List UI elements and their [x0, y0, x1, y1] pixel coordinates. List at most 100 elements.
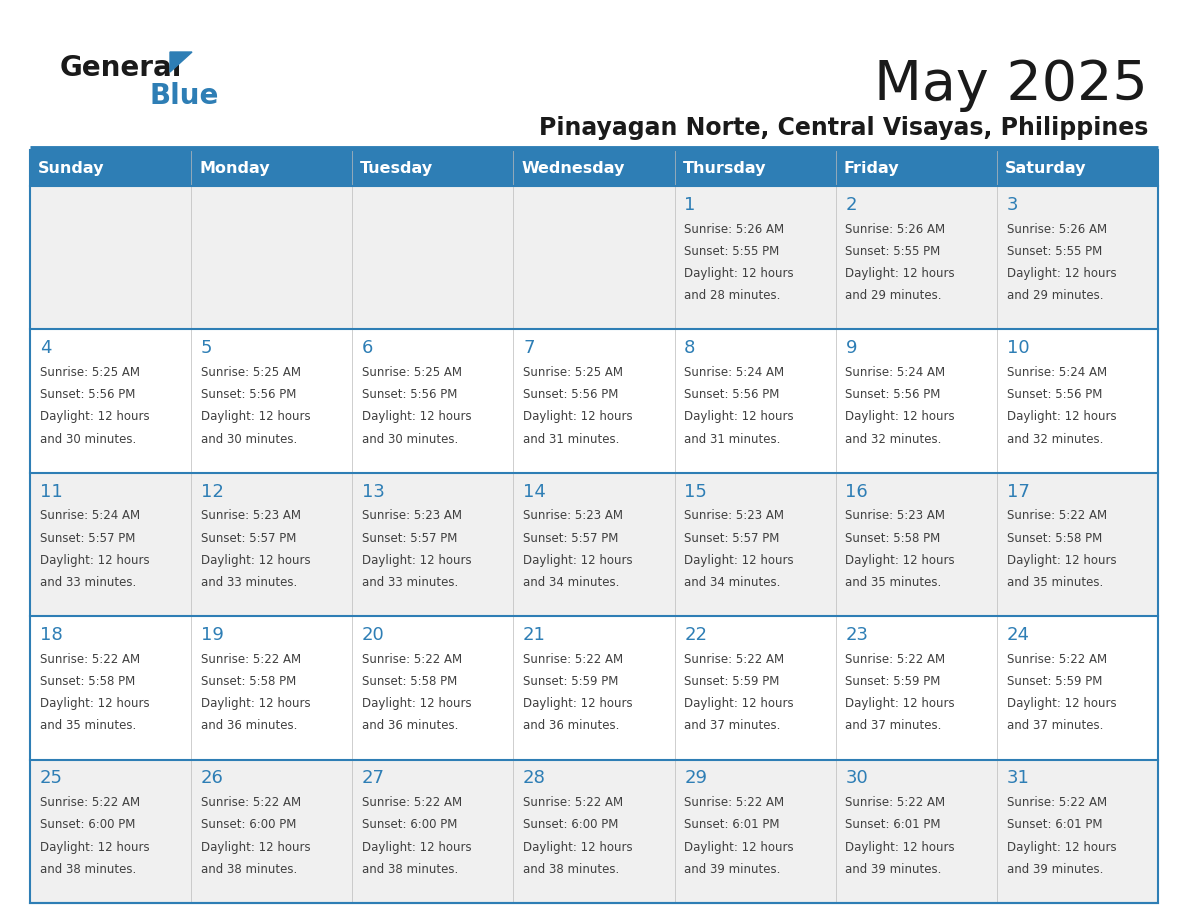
- Text: Sunrise: 5:22 AM: Sunrise: 5:22 AM: [846, 653, 946, 666]
- Text: 27: 27: [362, 769, 385, 788]
- Text: Sunrise: 5:23 AM: Sunrise: 5:23 AM: [201, 509, 301, 522]
- Text: Daylight: 12 hours: Daylight: 12 hours: [201, 697, 310, 711]
- Text: Sunrise: 5:23 AM: Sunrise: 5:23 AM: [846, 509, 946, 522]
- Text: and 36 minutes.: and 36 minutes.: [201, 720, 297, 733]
- Text: Sunrise: 5:25 AM: Sunrise: 5:25 AM: [523, 366, 623, 379]
- Text: Daylight: 12 hours: Daylight: 12 hours: [523, 554, 633, 566]
- Text: Daylight: 12 hours: Daylight: 12 hours: [39, 841, 150, 854]
- Text: Sunrise: 5:24 AM: Sunrise: 5:24 AM: [39, 509, 140, 522]
- Text: 18: 18: [39, 626, 63, 644]
- Text: and 37 minutes.: and 37 minutes.: [1006, 720, 1102, 733]
- Text: Wednesday: Wednesday: [522, 161, 625, 175]
- Text: Sunrise: 5:22 AM: Sunrise: 5:22 AM: [684, 796, 784, 809]
- Text: and 38 minutes.: and 38 minutes.: [523, 863, 619, 876]
- Text: Daylight: 12 hours: Daylight: 12 hours: [1006, 554, 1117, 566]
- Text: Sunset: 5:59 PM: Sunset: 5:59 PM: [1006, 675, 1102, 688]
- Text: Sunday: Sunday: [38, 161, 105, 175]
- Text: and 37 minutes.: and 37 minutes.: [846, 720, 942, 733]
- Text: and 31 minutes.: and 31 minutes.: [523, 432, 619, 445]
- Text: Sunset: 5:57 PM: Sunset: 5:57 PM: [362, 532, 457, 544]
- Text: Sunset: 5:56 PM: Sunset: 5:56 PM: [1006, 388, 1102, 401]
- Text: 12: 12: [201, 483, 223, 500]
- Text: Daylight: 12 hours: Daylight: 12 hours: [1006, 410, 1117, 423]
- Text: Sunrise: 5:26 AM: Sunrise: 5:26 AM: [846, 222, 946, 236]
- Text: and 32 minutes.: and 32 minutes.: [1006, 432, 1102, 445]
- Text: Daylight: 12 hours: Daylight: 12 hours: [846, 697, 955, 711]
- Text: Sunset: 5:57 PM: Sunset: 5:57 PM: [39, 532, 135, 544]
- Text: Sunset: 5:57 PM: Sunset: 5:57 PM: [201, 532, 296, 544]
- Text: Sunrise: 5:22 AM: Sunrise: 5:22 AM: [523, 653, 624, 666]
- Text: Sunrise: 5:22 AM: Sunrise: 5:22 AM: [362, 796, 462, 809]
- Text: and 33 minutes.: and 33 minutes.: [362, 577, 459, 589]
- Text: Sunset: 5:58 PM: Sunset: 5:58 PM: [39, 675, 135, 688]
- Text: and 28 minutes.: and 28 minutes.: [684, 289, 781, 302]
- Text: and 32 minutes.: and 32 minutes.: [846, 432, 942, 445]
- Text: Sunset: 6:00 PM: Sunset: 6:00 PM: [201, 818, 296, 832]
- Text: 19: 19: [201, 626, 223, 644]
- Text: and 39 minutes.: and 39 minutes.: [1006, 863, 1102, 876]
- Text: Sunrise: 5:22 AM: Sunrise: 5:22 AM: [846, 796, 946, 809]
- Bar: [30, 616, 1158, 759]
- Text: and 36 minutes.: and 36 minutes.: [523, 720, 619, 733]
- Text: 22: 22: [684, 626, 707, 644]
- Text: Sunset: 5:57 PM: Sunset: 5:57 PM: [684, 532, 779, 544]
- Text: and 35 minutes.: and 35 minutes.: [1006, 577, 1102, 589]
- Text: 2: 2: [846, 196, 857, 214]
- Bar: [30, 150, 1158, 186]
- Text: and 35 minutes.: and 35 minutes.: [846, 577, 942, 589]
- Bar: [30, 186, 1158, 330]
- Text: Daylight: 12 hours: Daylight: 12 hours: [684, 554, 794, 566]
- Text: and 37 minutes.: and 37 minutes.: [684, 720, 781, 733]
- Text: 17: 17: [1006, 483, 1029, 500]
- Text: Sunset: 5:55 PM: Sunset: 5:55 PM: [846, 245, 941, 258]
- Text: Sunrise: 5:22 AM: Sunrise: 5:22 AM: [684, 653, 784, 666]
- Text: 14: 14: [523, 483, 546, 500]
- Text: Sunrise: 5:26 AM: Sunrise: 5:26 AM: [684, 222, 784, 236]
- Text: 9: 9: [846, 340, 857, 357]
- Text: Sunrise: 5:24 AM: Sunrise: 5:24 AM: [684, 366, 784, 379]
- Text: Sunrise: 5:22 AM: Sunrise: 5:22 AM: [201, 796, 301, 809]
- Text: Daylight: 12 hours: Daylight: 12 hours: [201, 554, 310, 566]
- Text: Sunrise: 5:25 AM: Sunrise: 5:25 AM: [39, 366, 140, 379]
- Text: Sunset: 5:56 PM: Sunset: 5:56 PM: [39, 388, 135, 401]
- Bar: [30, 759, 1158, 903]
- Text: Sunrise: 5:24 AM: Sunrise: 5:24 AM: [846, 366, 946, 379]
- Text: Sunset: 5:56 PM: Sunset: 5:56 PM: [846, 388, 941, 401]
- Text: 23: 23: [846, 626, 868, 644]
- Text: Sunset: 5:58 PM: Sunset: 5:58 PM: [201, 675, 296, 688]
- Text: Daylight: 12 hours: Daylight: 12 hours: [523, 841, 633, 854]
- Text: General: General: [61, 54, 183, 82]
- Text: and 29 minutes.: and 29 minutes.: [1006, 289, 1102, 302]
- Text: Daylight: 12 hours: Daylight: 12 hours: [846, 841, 955, 854]
- Text: Sunrise: 5:23 AM: Sunrise: 5:23 AM: [523, 509, 623, 522]
- Text: Sunset: 5:55 PM: Sunset: 5:55 PM: [684, 245, 779, 258]
- Text: Daylight: 12 hours: Daylight: 12 hours: [684, 267, 794, 280]
- Text: 15: 15: [684, 483, 707, 500]
- Text: 25: 25: [39, 769, 63, 788]
- Text: Thursday: Thursday: [683, 161, 766, 175]
- Text: Sunrise: 5:22 AM: Sunrise: 5:22 AM: [1006, 796, 1107, 809]
- Text: Pinayagan Norte, Central Visayas, Philippines: Pinayagan Norte, Central Visayas, Philip…: [538, 116, 1148, 140]
- Text: and 35 minutes.: and 35 minutes.: [39, 720, 135, 733]
- Text: Daylight: 12 hours: Daylight: 12 hours: [1006, 697, 1117, 711]
- Text: Friday: Friday: [843, 161, 899, 175]
- Text: and 29 minutes.: and 29 minutes.: [846, 289, 942, 302]
- Text: Daylight: 12 hours: Daylight: 12 hours: [846, 410, 955, 423]
- Text: Sunset: 5:59 PM: Sunset: 5:59 PM: [523, 675, 619, 688]
- Text: Blue: Blue: [150, 82, 220, 110]
- Text: Daylight: 12 hours: Daylight: 12 hours: [1006, 267, 1117, 280]
- Text: Daylight: 12 hours: Daylight: 12 hours: [362, 554, 472, 566]
- Text: 1: 1: [684, 196, 696, 214]
- Text: 10: 10: [1006, 340, 1029, 357]
- Text: Sunrise: 5:22 AM: Sunrise: 5:22 AM: [39, 796, 140, 809]
- Text: and 33 minutes.: and 33 minutes.: [39, 577, 135, 589]
- Text: Sunset: 5:58 PM: Sunset: 5:58 PM: [1006, 532, 1101, 544]
- Text: 8: 8: [684, 340, 696, 357]
- Text: Sunset: 5:58 PM: Sunset: 5:58 PM: [846, 532, 941, 544]
- Text: Tuesday: Tuesday: [360, 161, 434, 175]
- Text: 28: 28: [523, 769, 546, 788]
- Text: 26: 26: [201, 769, 223, 788]
- Text: Sunrise: 5:22 AM: Sunrise: 5:22 AM: [201, 653, 301, 666]
- Text: Daylight: 12 hours: Daylight: 12 hours: [846, 267, 955, 280]
- Text: Sunrise: 5:23 AM: Sunrise: 5:23 AM: [684, 509, 784, 522]
